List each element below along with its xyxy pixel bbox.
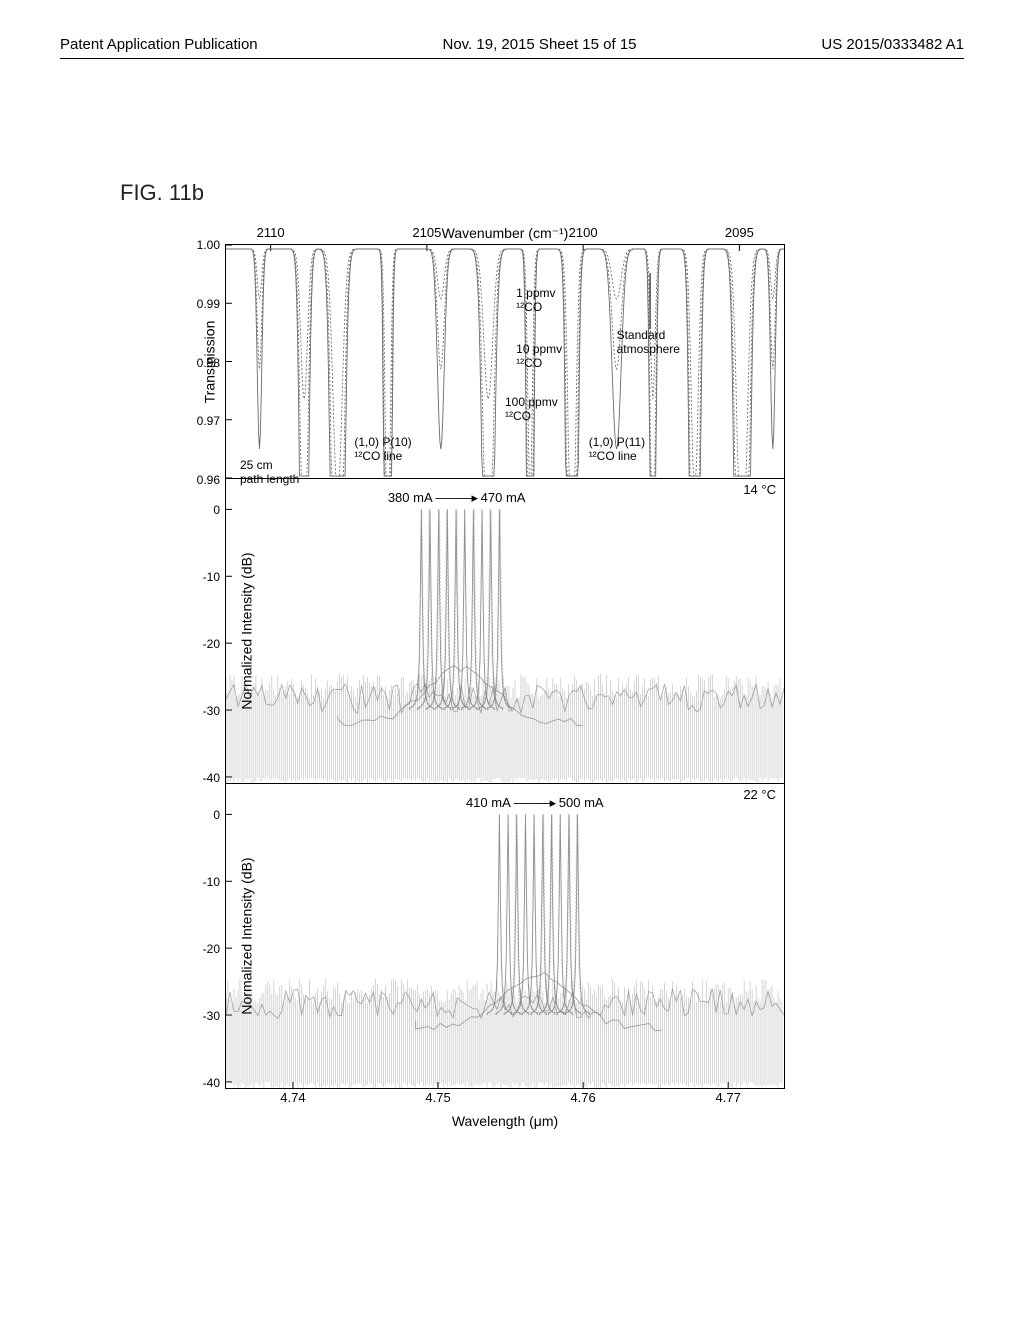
header-center: Nov. 19, 2015 Sheet 15 of 15 [442,36,636,53]
top-x-ticks: 2110 2105 2100 2095 [226,225,784,243]
annotation-text: 1 ppmv¹²CO [516,287,555,315]
y-tick-label: -10 [203,570,220,584]
intensity-ylabel-mid: Normalized Intensity (dB) [239,552,255,709]
y-tick-label: -40 [203,771,220,785]
y-tick-label: -40 [203,1076,220,1090]
y-tick-label: -10 [203,875,220,889]
page-header: Patent Application Publication Nov. 19, … [60,36,964,53]
x-tick-label: 2105 [412,225,441,240]
header-rule [60,58,964,59]
temperature-label: 22 °C [743,788,776,803]
y-tick-label: -20 [203,942,220,956]
bottom-x-axis-label: Wavelength (μm) [225,1113,785,1129]
transmission-panel: 2110210521002095 Transmission 1.000.990.… [225,244,785,479]
spectrum-plot-22c [226,784,784,1088]
spectrum-panel-14c: Normalized Intensity (dB) 0-10-20-30-40 … [225,479,785,784]
header-right: US 2015/0333482 A1 [821,36,964,53]
y-tick-label: -20 [203,637,220,651]
plot-stack: Wavenumber (cm⁻¹) 2110210521002095 Trans… [225,225,785,1129]
figure-label: FIG. 11b [120,180,204,206]
x-tick-label: 4.76 [570,1090,595,1105]
intensity-y-ticks-bot: 0 -10 -20 -30 -40 [182,784,222,1088]
header-left: Patent Application Publication [60,36,258,53]
annotation-text: 10 ppmv¹²CO [516,343,562,371]
current-range-label: 410 mA ———▸ 500 mA [466,796,604,811]
annotation-text: (1,0) P(11)¹²CO line [589,436,645,464]
transmission-y-ticks: 1.000.990.980.970.96 [182,245,222,478]
y-tick-label: 0.99 [197,297,220,311]
bottom-x-ticks: 4.74 4.75 4.76 4.77 [226,1090,784,1108]
intensity-ylabel-bot: Normalized Intensity (dB) [239,857,255,1014]
y-tick-label: -30 [203,704,220,718]
y-tick-label: 1.00 [197,238,220,252]
x-tick-label: 2110 [257,225,285,240]
annotation-text: (1,0) P(10)¹²CO line [354,436,411,464]
annotation-text: 100 ppmv¹²CO [505,396,558,424]
current-range-label: 380 mA ———▸ 470 mA [388,491,526,506]
temperature-label: 14 °C [743,483,776,498]
intensity-y-ticks-mid: 0 -10 -20 -30 -40 [182,479,222,783]
spectrum-panel-22c: Normalized Intensity (dB) 0-10-20-30-40 … [225,784,785,1089]
y-tick-label: 0 [213,503,220,517]
x-tick-label: 4.77 [716,1090,741,1105]
x-tick-label: 4.74 [280,1090,305,1105]
y-tick-label: 0.97 [197,414,220,428]
spectrum-plot-14c [226,479,784,783]
annotation-text: Standardatmosphere [617,329,680,357]
transmission-plot [226,245,784,478]
y-tick-label: -30 [203,1009,220,1023]
x-tick-label: 2095 [725,225,754,240]
patent-page: Patent Application Publication Nov. 19, … [0,0,1024,1320]
y-tick-label: 0 [213,808,220,822]
x-tick-label: 2100 [569,225,598,240]
y-tick-label: 0.98 [197,356,220,370]
x-tick-label: 4.75 [425,1090,450,1105]
